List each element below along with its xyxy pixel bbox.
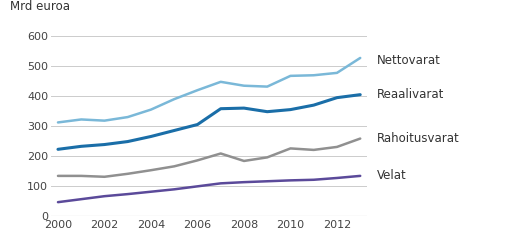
Text: Mrd euroa: Mrd euroa bbox=[10, 0, 70, 13]
Text: Velat: Velat bbox=[376, 169, 406, 182]
Text: Rahoitusvarat: Rahoitusvarat bbox=[376, 132, 459, 145]
Text: Nettovarat: Nettovarat bbox=[376, 54, 440, 67]
Text: Reaalivarat: Reaalivarat bbox=[376, 88, 443, 101]
